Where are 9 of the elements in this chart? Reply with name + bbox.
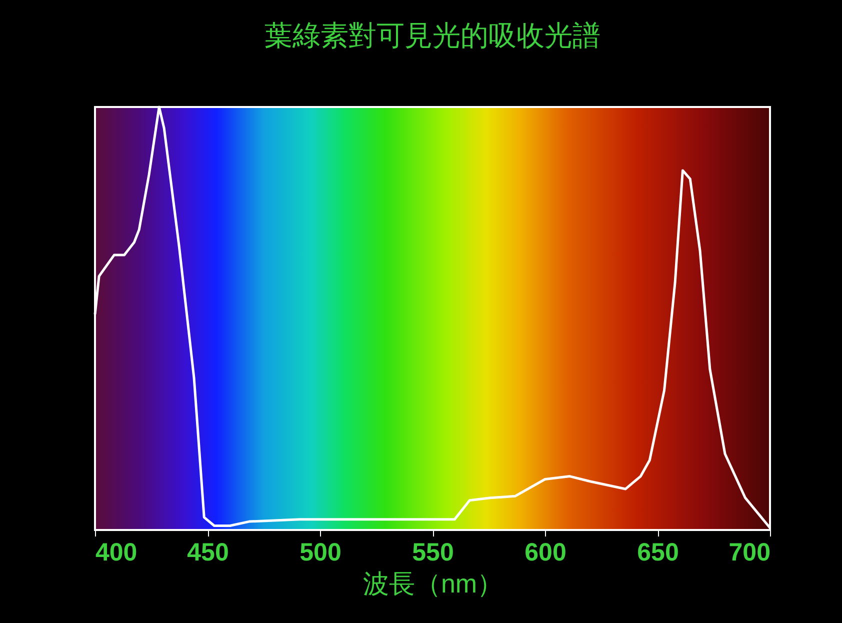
x-tick-label: 700 bbox=[728, 538, 770, 566]
chart-title: 葉綠素對可見光的吸收光譜 bbox=[264, 20, 600, 51]
x-tick-label: 500 bbox=[300, 538, 342, 566]
x-tick-label: 550 bbox=[412, 538, 454, 566]
x-axis-title: 波長（nm） bbox=[362, 568, 504, 598]
x-tick-label: 650 bbox=[637, 538, 679, 566]
x-tick-label: 450 bbox=[187, 538, 229, 566]
x-tick-label: 600 bbox=[524, 538, 566, 566]
x-tick-label: 400 bbox=[96, 538, 138, 566]
